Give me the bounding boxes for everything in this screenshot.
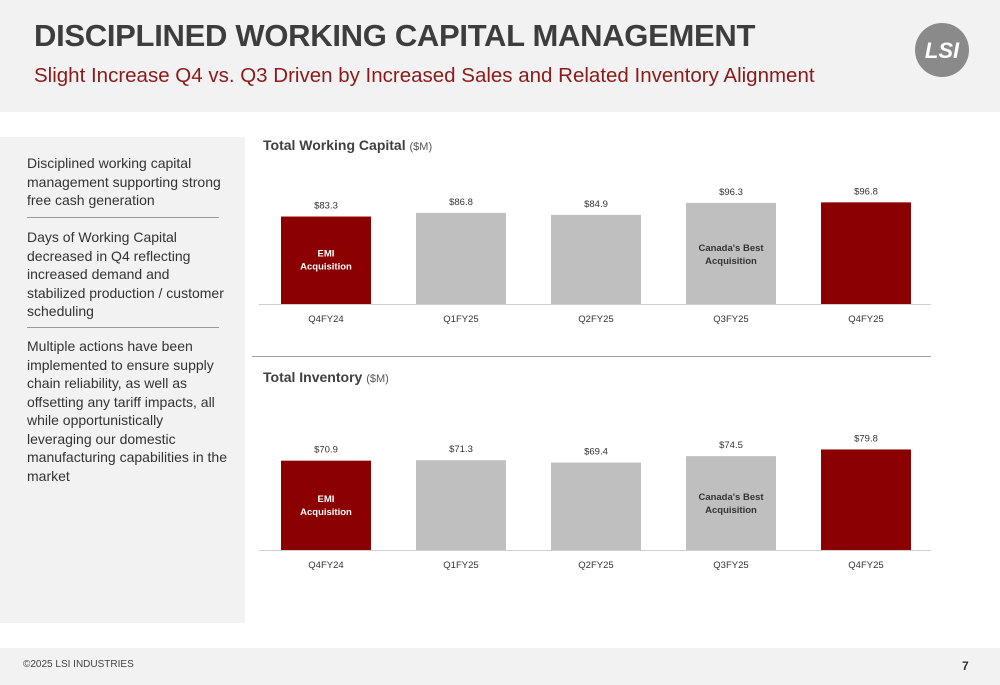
chart-unit: ($M) <box>366 373 389 385</box>
x-tick-label: Q3FY25 <box>713 560 748 571</box>
data-label: $79.8 <box>854 433 878 444</box>
bar-q2fy25 <box>551 462 641 550</box>
bar-q4fy25 <box>821 449 911 550</box>
chart-title-inventory: Total Inventory ($M) <box>263 369 389 385</box>
page-number: 7 <box>962 659 969 673</box>
bar-q4fy24 <box>281 460 371 550</box>
bar-annotation: Canada's Best <box>698 243 764 254</box>
x-tick-label: Q4FY24 <box>308 314 343 325</box>
page-title: DISCIPLINED WORKING CAPITAL MANAGEMENT <box>34 18 756 53</box>
copyright-text: ©2025 LSI INDUSTRIES <box>23 659 134 670</box>
inventory-chart: $70.9 Q4FY24 EMI Acquisition $71.3 Q1FY25 $69.… <box>259 433 931 571</box>
header-band <box>0 0 1000 112</box>
data-label: $86.8 <box>449 197 473 208</box>
data-label: $70.9 <box>314 445 338 456</box>
page-subtitle: Slight Increase Q4 vs. Q3 Driven by Incr… <box>34 64 815 87</box>
data-label: $96.3 <box>719 187 743 198</box>
x-tick-label: Q1FY25 <box>443 314 478 325</box>
x-tick-label: Q2FY25 <box>578 560 613 571</box>
sidebar-item-days-working-capital: Days of Working Capital decreased in Q4 … <box>27 229 224 319</box>
data-label: $96.8 <box>854 186 878 197</box>
bar-q4fy24 <box>281 216 371 304</box>
lsi-logo: LSI <box>915 23 969 77</box>
bar-annotation: Acquisition <box>300 507 352 518</box>
working-capital-chart: $83.3 Q4FY24 EMI Acquisition $86.8 Q1FY25 $84.… <box>259 186 931 325</box>
bar-annotation: Acquisition <box>705 505 757 516</box>
chart-title-working-capital: Total Working Capital ($M) <box>263 137 432 153</box>
bar-q3fy25 <box>686 202 776 304</box>
bar-q2fy25 <box>551 214 641 304</box>
bar-q4fy25 <box>821 202 911 304</box>
bar-q3fy25 <box>686 456 776 550</box>
section-divider <box>252 356 931 357</box>
x-tick-label: Q1FY25 <box>443 560 478 571</box>
x-tick-label: Q4FY24 <box>308 560 343 571</box>
chart-title-text: Total Inventory <box>263 369 363 385</box>
bar-annotation: EMI <box>318 249 335 260</box>
sidebar-item-free-cash: Disciplined working capital management s… <box>27 155 221 208</box>
data-label: $71.3 <box>449 444 473 455</box>
sidebar-divider <box>27 327 219 328</box>
data-label: $83.3 <box>314 201 338 212</box>
chart-unit: ($M) <box>409 141 433 153</box>
sidebar-item-supply-chain: Multiple actions have been implemented t… <box>27 338 228 484</box>
bar-q1fy25 <box>416 460 506 550</box>
sidebar-divider <box>27 217 219 218</box>
data-label: $84.9 <box>584 199 608 210</box>
bar-annotation: Acquisition <box>705 256 757 267</box>
data-label: $69.4 <box>584 447 608 458</box>
x-tick-label: Q2FY25 <box>578 314 613 325</box>
side-panel <box>0 137 245 623</box>
bar-q1fy25 <box>416 212 506 304</box>
x-tick-label: Q3FY25 <box>713 314 748 325</box>
data-label: $74.5 <box>719 440 743 451</box>
bar-annotation: EMI <box>318 494 335 505</box>
x-tick-label: Q4FY25 <box>848 560 883 571</box>
chart-title-text: Total Working Capital <box>263 137 406 153</box>
logo-text: LSI <box>925 38 960 63</box>
footer-band <box>0 648 1000 685</box>
bar-annotation: Acquisition <box>300 262 352 273</box>
bar-annotation: Canada's Best <box>698 492 764 503</box>
x-tick-label: Q4FY25 <box>848 314 883 325</box>
